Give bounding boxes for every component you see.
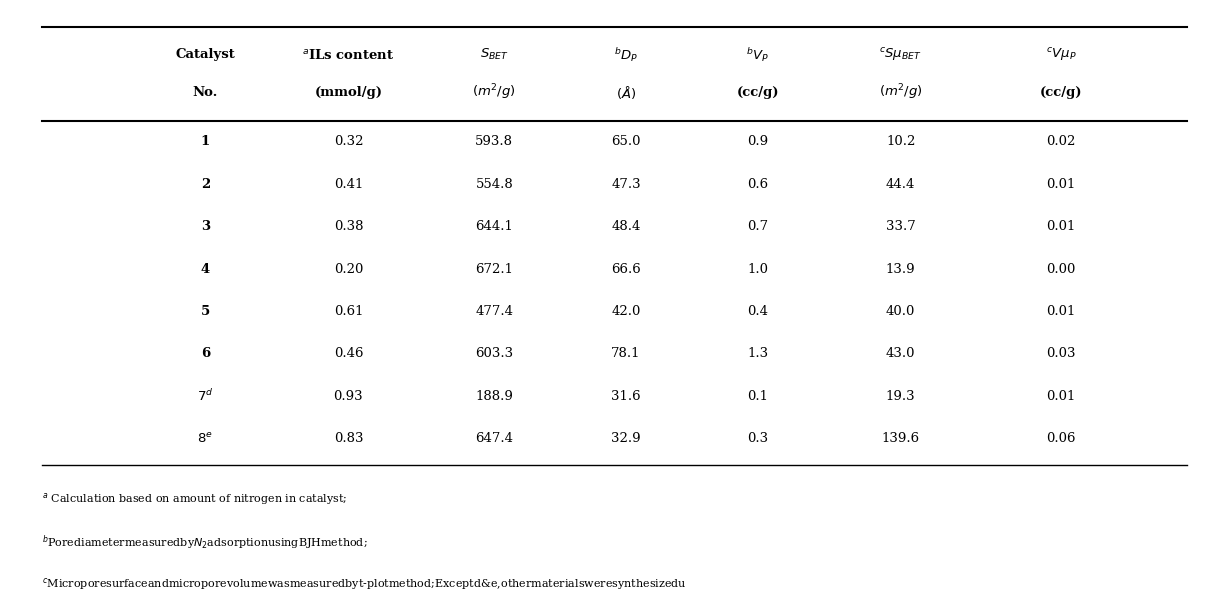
Text: 32.9: 32.9: [611, 432, 641, 445]
Text: 78.1: 78.1: [611, 348, 641, 360]
Text: 554.8: 554.8: [476, 178, 513, 191]
Text: 0.9: 0.9: [747, 135, 769, 148]
Text: 65.0: 65.0: [611, 135, 641, 148]
Text: $7^d$: $7^d$: [198, 389, 213, 404]
Text: 1.3: 1.3: [747, 348, 769, 360]
Text: 40.0: 40.0: [886, 305, 916, 318]
Text: 48.4: 48.4: [611, 220, 641, 233]
Text: 10.2: 10.2: [886, 135, 916, 148]
Text: 19.3: 19.3: [886, 390, 916, 403]
Text: $S_{BET}$: $S_{BET}$: [480, 47, 509, 62]
Text: 0.32: 0.32: [334, 135, 363, 148]
Text: 31.6: 31.6: [611, 390, 641, 403]
Text: 139.6: 139.6: [882, 432, 919, 445]
Text: 0.3: 0.3: [747, 432, 769, 445]
Text: (cc/g): (cc/g): [1040, 86, 1082, 99]
Text: $^c$$S\mu_{BET}$: $^c$$S\mu_{BET}$: [880, 47, 922, 63]
Text: 5: 5: [201, 305, 210, 318]
Text: 0.7: 0.7: [747, 220, 769, 233]
Text: 0.01: 0.01: [1046, 220, 1076, 233]
Text: 0.93: 0.93: [334, 390, 363, 403]
Text: 0.38: 0.38: [334, 220, 363, 233]
Text: 0.83: 0.83: [334, 432, 363, 445]
Text: 647.4: 647.4: [475, 432, 513, 445]
Text: $^b$$V_P$: $^b$$V_P$: [746, 46, 769, 64]
Text: $^a$ILs content: $^a$ILs content: [302, 48, 394, 62]
Text: (cc/g): (cc/g): [736, 86, 778, 99]
Text: 593.8: 593.8: [475, 135, 513, 148]
Text: 188.9: 188.9: [476, 390, 513, 403]
Text: 672.1: 672.1: [475, 263, 513, 276]
Text: 644.1: 644.1: [476, 220, 513, 233]
Text: 477.4: 477.4: [475, 305, 513, 318]
Text: 603.3: 603.3: [475, 348, 513, 360]
Text: 47.3: 47.3: [611, 178, 641, 191]
Text: 6: 6: [201, 348, 210, 360]
Text: $(m^2/g)$: $(m^2/g)$: [472, 82, 516, 102]
Text: 0.46: 0.46: [334, 348, 363, 360]
Text: 0.4: 0.4: [747, 305, 768, 318]
Text: 0.02: 0.02: [1046, 135, 1076, 148]
Text: 0.03: 0.03: [1046, 348, 1076, 360]
Text: 0.6: 0.6: [747, 178, 769, 191]
Text: $8^e$: $8^e$: [198, 432, 213, 446]
Text: $^c$Microporesurfaceandmicroporevolumewasmeasuredbyt-plotmethod;Exceptd&e,otherm: $^c$Microporesurfaceandmicroporevolumewa…: [42, 576, 687, 589]
Text: 66.6: 66.6: [611, 263, 641, 276]
Text: 42.0: 42.0: [611, 305, 641, 318]
Text: $(m^2/g)$: $(m^2/g)$: [878, 82, 923, 102]
Text: 4: 4: [201, 263, 210, 276]
Text: $^b$$D_P$: $^b$$D_P$: [613, 46, 639, 64]
Text: 2: 2: [201, 178, 210, 191]
Text: 0.41: 0.41: [334, 178, 363, 191]
Text: (mmol/g): (mmol/g): [315, 86, 382, 99]
Text: 3: 3: [201, 220, 210, 233]
Text: 0.61: 0.61: [334, 305, 363, 318]
Text: $(\AA)$: $(\AA)$: [616, 84, 636, 101]
Text: 1.0: 1.0: [747, 263, 768, 276]
Text: 0.00: 0.00: [1046, 263, 1076, 276]
Text: 13.9: 13.9: [886, 263, 916, 276]
Text: $^a$ Calculation based on amount of nitrogen in catalyst;: $^a$ Calculation based on amount of nitr…: [42, 491, 348, 507]
Text: 0.1: 0.1: [747, 390, 768, 403]
Text: 0.01: 0.01: [1046, 178, 1076, 191]
Text: 0.01: 0.01: [1046, 305, 1076, 318]
Text: Catalyst: Catalyst: [176, 48, 235, 61]
Text: 1: 1: [201, 135, 210, 148]
Text: 0.06: 0.06: [1046, 432, 1076, 445]
Text: $^b$Porediametermeasuredby$N_2$adsorptionusingBJHmethod;: $^b$Porediametermeasuredby$N_2$adsorptio…: [42, 534, 368, 552]
Text: 44.4: 44.4: [886, 178, 916, 191]
Text: 33.7: 33.7: [886, 220, 916, 233]
Text: 0.01: 0.01: [1046, 390, 1076, 403]
Text: 43.0: 43.0: [886, 348, 916, 360]
Text: 0.20: 0.20: [334, 263, 363, 276]
Text: $^c$$V\mu_P$: $^c$$V\mu_P$: [1046, 47, 1076, 63]
Text: No.: No.: [193, 86, 218, 99]
